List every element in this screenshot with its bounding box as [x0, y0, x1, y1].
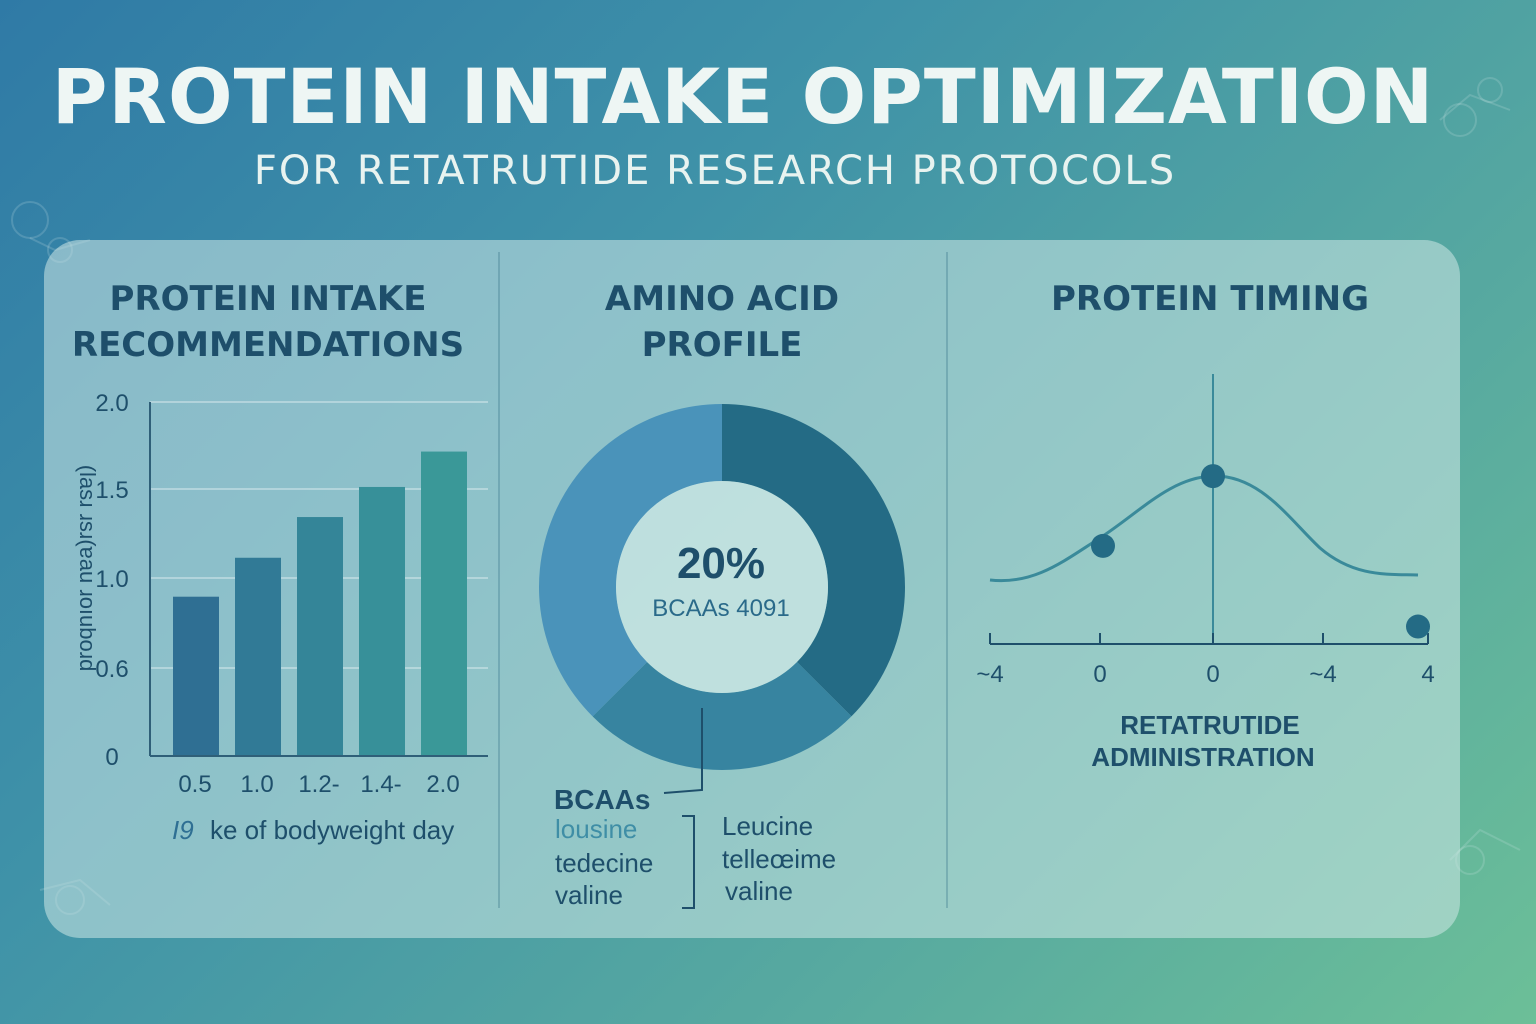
bar-x-tick: 1.4-	[360, 771, 401, 798]
timing-curve	[989, 474, 1419, 583]
donut-center-label: BCAAs 4091	[652, 595, 789, 622]
timing-x-tick: 0	[1206, 661, 1219, 688]
recommendations-title-line1: PROTEIN INTAKE	[109, 279, 427, 319]
bar	[235, 557, 281, 756]
bar-x-tick: 1.2-	[298, 771, 339, 798]
bar-y-tick: 2.0	[95, 390, 128, 417]
timing-x-tick: ~4	[1309, 661, 1336, 688]
timing-point	[1406, 614, 1430, 639]
timing-x-tick: 0	[1093, 661, 1106, 688]
timing-title: PROTEIN TIMING	[1050, 279, 1370, 319]
bar	[297, 517, 343, 756]
bar	[421, 451, 467, 756]
bar	[173, 596, 219, 756]
amino-title: AMINO ACID PROFILE	[520, 276, 924, 368]
bar-y-tick: 1.5	[95, 477, 128, 504]
amino-title-line2: PROFILE	[641, 325, 803, 365]
bar-y-tick: 1.0	[95, 566, 128, 593]
donut-slice	[592, 661, 852, 770]
recommendations-title: PROTEIN INTAKE RECOMMENDATIONS	[60, 276, 476, 368]
timing-point	[1201, 464, 1225, 489]
bar-x-tick: 1.0	[240, 771, 273, 798]
timing-x-tick: 4	[1421, 661, 1434, 688]
amino-right-item-1: Leucine	[722, 811, 813, 841]
recommendations-title-line2: RECOMMENDATIONS	[71, 325, 465, 365]
timing-x-tick: ~4	[976, 661, 1003, 688]
donut-center-value: 20%	[677, 539, 765, 588]
timing-xlabel-line2: ADMINISTRATION	[1091, 742, 1314, 772]
bar	[359, 486, 405, 756]
amino-left-item-1: lousine	[555, 814, 637, 844]
donut-slice	[722, 404, 905, 717]
section-divider-2	[946, 252, 948, 908]
bar-y-axis-label: (lasɹ ɹsɹ(ɐau ɹoıuboɹd	[75, 465, 100, 672]
amino-left-item-3: valine	[555, 880, 623, 910]
bar-x-axis-glyph: I9	[172, 815, 194, 845]
callout-line	[663, 708, 703, 794]
amino-title-line1: AMINO ACID	[604, 279, 840, 319]
section-divider-1	[498, 252, 500, 908]
bar-x-tick: 2.0	[426, 771, 459, 798]
donut-slice	[539, 404, 722, 717]
amino-right-item-3: valine	[725, 876, 793, 906]
bar-y-tick: 0.6	[95, 656, 128, 683]
bar-x-tick: 0.5	[178, 771, 211, 798]
amino-right-item-2: telleœime	[722, 844, 836, 874]
donut-hole	[616, 481, 828, 693]
list-bracket	[682, 815, 695, 909]
page-subtitle: FOR RETATRUTIDE RESEARCH PROTOCOLS	[253, 148, 1177, 194]
bar-y-tick: 0	[105, 744, 118, 771]
callout-title: BCAAs	[554, 784, 650, 815]
timing-xlabel-line1: RETATRUTIDE	[1120, 710, 1300, 740]
timing-point	[1091, 533, 1115, 558]
bar-x-axis-label: ke of bodyweight day	[210, 815, 454, 845]
page-title: PROTEIN INTAKE OPTIMIZATION	[51, 52, 1435, 141]
amino-left-item-2: tedecine	[555, 848, 653, 878]
